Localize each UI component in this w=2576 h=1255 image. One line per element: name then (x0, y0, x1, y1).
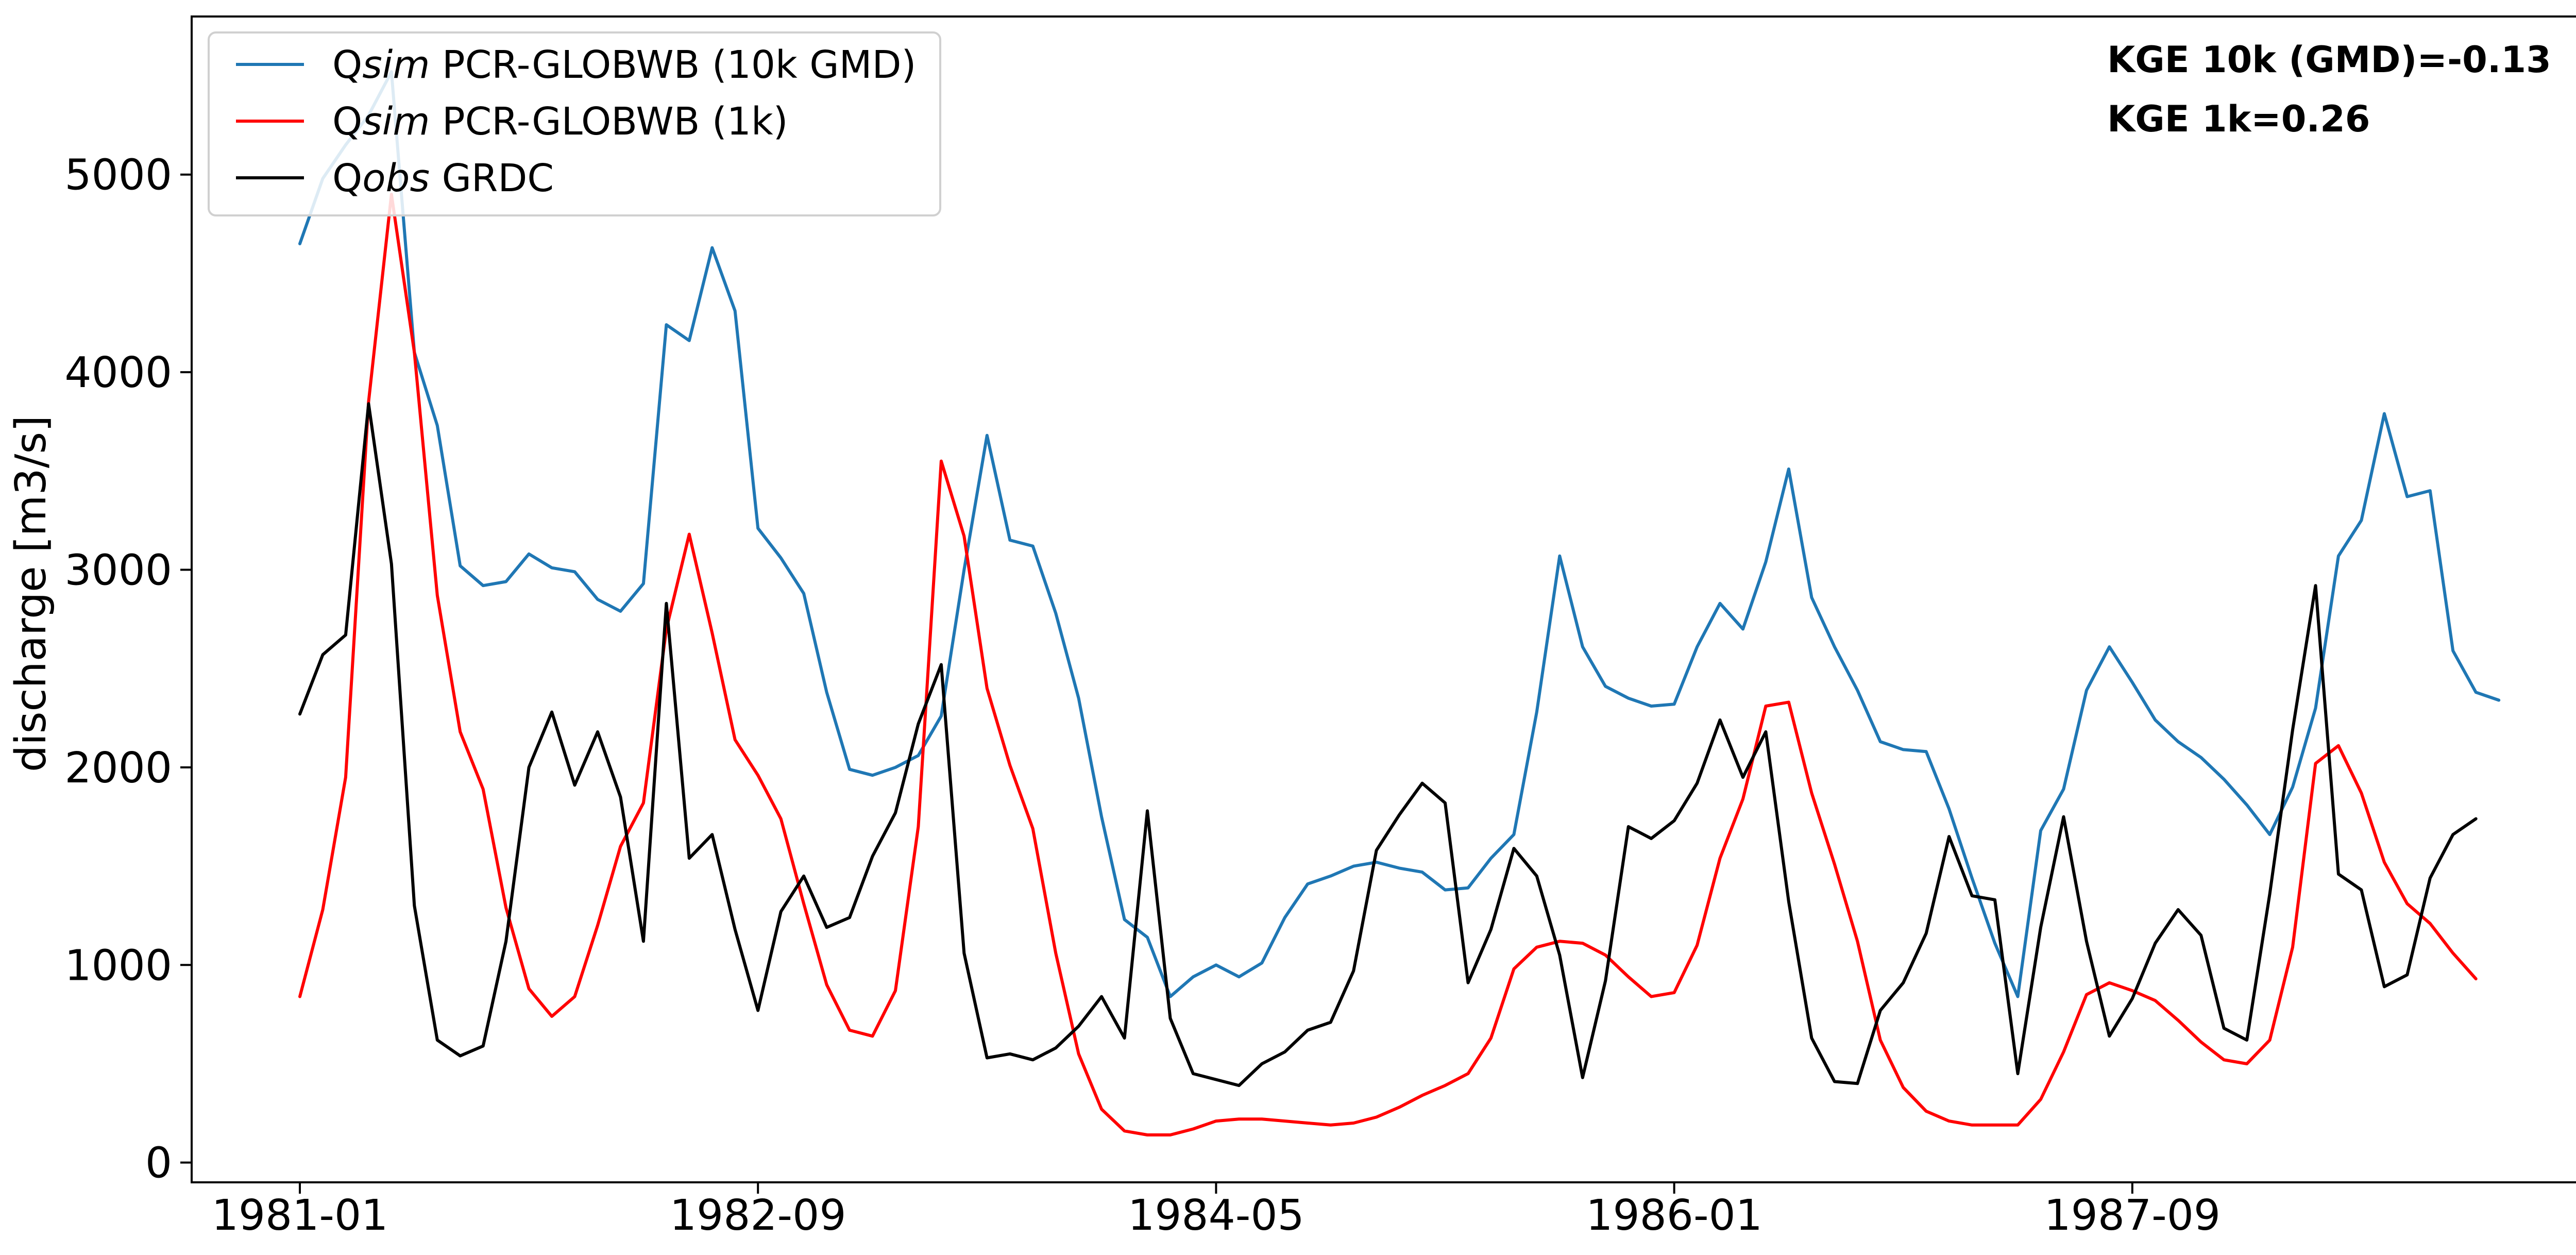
legend-label-qobs-grdc: Qobs GRDC (332, 156, 554, 200)
y-tick-label: 2000 (64, 744, 172, 793)
annotation-kge-10k: KGE 10k (GMD)=-0.13 (2107, 39, 2551, 81)
y-tick-label: 4000 (64, 348, 172, 397)
x-tick-label: 1981-01 (212, 1191, 388, 1240)
plot-frame (191, 15, 2576, 1183)
x-axis: 1981-01 1982-09 1984-05 1986-01 1987-09 (212, 1182, 2221, 1240)
y-tick-label: 0 (145, 1139, 172, 1188)
x-tick-label: 1987-09 (2044, 1191, 2221, 1240)
series-line-qobs-grdc (298, 402, 2478, 1087)
legend-label-qsim-10k: Qsim PCR-GLOBWB (10k GMD) (332, 43, 916, 87)
x-tick-label: 1986-01 (1586, 1191, 1762, 1240)
legend: Qsim PCR-GLOBWB (10k GMD) Qsim PCR-GLOBW… (208, 31, 941, 216)
y-axis: 0 1000 2000 3000 4000 5000 (64, 151, 192, 1188)
x-tick-label: 1984-05 (1128, 1191, 1304, 1240)
lines-layer (298, 70, 2501, 1136)
y-tick-label: 5000 (64, 151, 172, 200)
y-tick-label: 1000 (64, 941, 172, 990)
y-tick-label: 3000 (64, 546, 172, 595)
x-tick-label: 1982-09 (670, 1191, 846, 1240)
legend-box (208, 31, 941, 216)
y-axis-title: discharge [m3/s] (7, 415, 56, 772)
legend-label-qsim-1k: Qsim PCR-GLOBWB (1k) (332, 99, 788, 144)
series-line-qsim-10k (298, 70, 2501, 998)
annotation-kge-1k: KGE 1k=0.26 (2107, 98, 2370, 140)
